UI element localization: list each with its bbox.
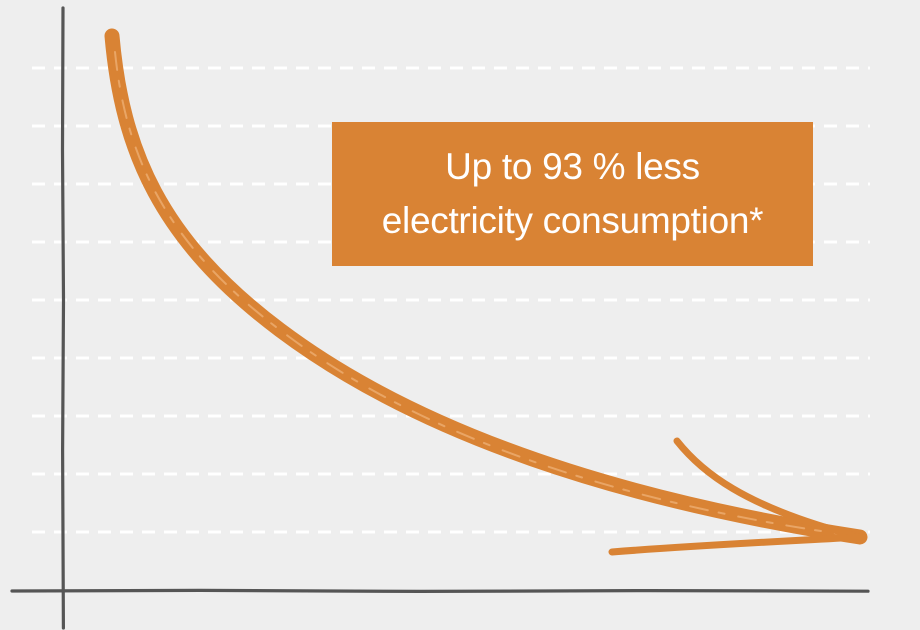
callout-line-1: Up to 93 % less bbox=[445, 146, 700, 187]
decline-arrow bbox=[104, 28, 868, 556]
x-axis-line bbox=[10, 588, 870, 594]
decline-arrow-head-lower bbox=[608, 533, 864, 556]
decline-arrow-body bbox=[104, 28, 868, 545]
savings-callout: Up to 93 % less electricity consumption* bbox=[332, 122, 813, 266]
y-axis-line bbox=[60, 6, 66, 630]
decline-arrow-texture bbox=[114, 51, 849, 536]
callout-line-2: electricity consumption* bbox=[381, 200, 764, 241]
axes bbox=[10, 6, 870, 630]
decline-arrow-head-upper bbox=[673, 437, 864, 541]
